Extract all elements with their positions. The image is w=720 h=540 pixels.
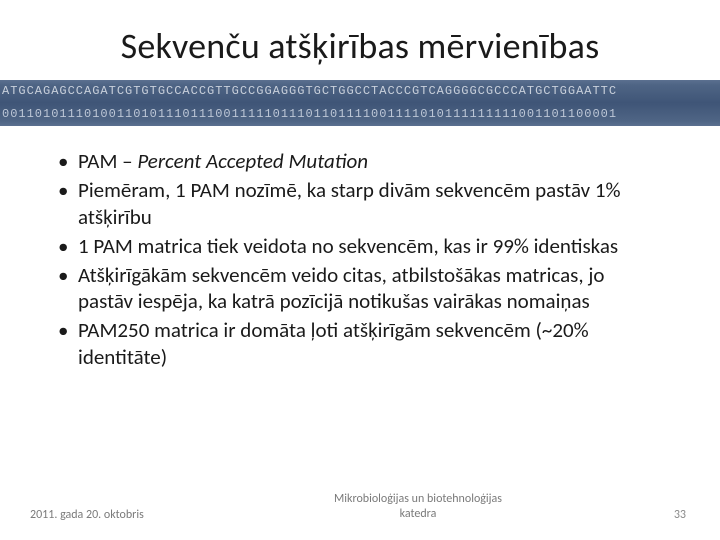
bullet-text: PAM – xyxy=(78,148,137,174)
bullet-text: Piemēram, 1 PAM nozīmē, ka starp divām s… xyxy=(78,177,621,230)
sequence-banner: ATGCAGAGCCAGATCGTGTGCCACCGTTGCCGGAGGGTGC… xyxy=(0,80,720,126)
bullet-text: 1 PAM matrica tiek veidota no sekvencēm,… xyxy=(78,233,618,259)
footer-date: 2011. gada 20. oktobris xyxy=(30,508,190,522)
bullet-text: PAM250 matrica ir domāta ļoti atšķirīgām… xyxy=(78,317,589,370)
content-area: PAM – Percent Accepted Mutation Piemēram… xyxy=(0,126,720,371)
bullet-italic: Percent Accepted Mutation xyxy=(137,148,368,174)
bullet-list: PAM – Percent Accepted Mutation Piemēram… xyxy=(56,148,664,371)
bullet-item: PAM – Percent Accepted Mutation xyxy=(56,148,664,175)
bullet-item: PAM250 matrica ir domāta ļoti atšķirīgām… xyxy=(56,317,664,371)
bullet-item: 1 PAM matrica tiek veidota no sekvencēm,… xyxy=(56,233,664,260)
bullet-item: Piemēram, 1 PAM nozīmē, ka starp divām s… xyxy=(56,177,664,231)
slide: Sekvenču atšķirības mērvienības ATGCAGAG… xyxy=(0,0,720,540)
slide-title: Sekvenču atšķirības mērvienības xyxy=(0,0,720,80)
footer-department: Mikrobioloģijas un biotehnoloģijas kated… xyxy=(190,492,646,522)
banner-binary-row: 0011010111010011010111011100111110111011… xyxy=(2,103,720,126)
bullet-text: Atšķirīgākām sekvencēm veido citas, atbi… xyxy=(78,262,604,315)
bullet-item: Atšķirīgākām sekvencēm veido citas, atbi… xyxy=(56,262,664,316)
footer-dept-line1: Mikrobioloģijas un biotehnoloģijas xyxy=(334,492,502,506)
footer-dept-line2: katedra xyxy=(400,507,437,521)
footer-page-number: 33 xyxy=(646,508,686,522)
slide-footer: 2011. gada 20. oktobris Mikrobioloģijas … xyxy=(0,492,720,522)
banner-dna-row: ATGCAGAGCCAGATCGTGTGCCACCGTTGCCGGAGGGTGC… xyxy=(2,80,720,103)
